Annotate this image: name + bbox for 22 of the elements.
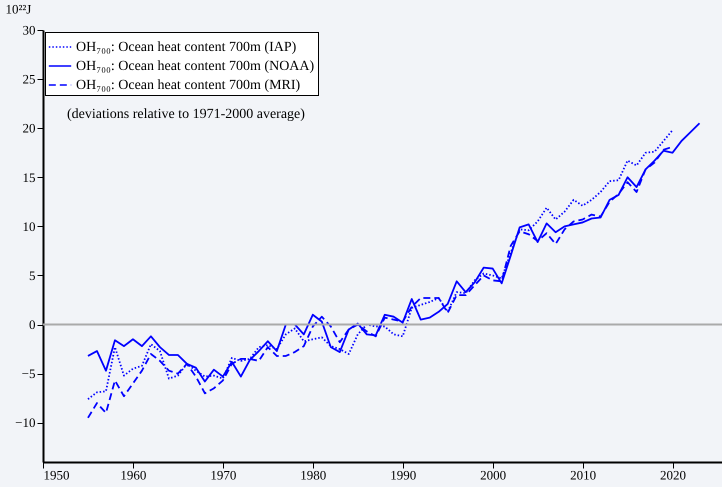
y-tick-label: 25	[22, 72, 36, 87]
x-tick-label: 1990	[390, 468, 416, 482]
y-tick-label: 0	[29, 317, 36, 332]
y-tick-label: 30	[22, 22, 36, 38]
y-tick-label: 15	[22, 170, 36, 185]
legend-label: OH₇₀₀: Ocean heat content 700m (MRI)	[76, 78, 301, 93]
y-tick-label: 20	[22, 120, 36, 136]
legend-label: OH₇₀₀: Ocean heat content 700m (IAP)	[76, 40, 297, 55]
y-axis-title: 10²²J	[6, 2, 32, 16]
y-tick-label: −10	[15, 415, 36, 430]
x-tick-label: 2020	[660, 468, 686, 482]
y-tick-label: 10	[22, 218, 36, 234]
x-tick-label: 1950	[44, 468, 70, 482]
x-tick-label: 1970	[210, 468, 236, 482]
y-tick-label: 5	[29, 268, 36, 283]
legend-label: OH₇₀₀: Ocean heat content 700m (NOAA)	[76, 59, 315, 74]
x-tick-label: 2010	[570, 468, 596, 482]
x-tick-label: 2000	[480, 468, 506, 482]
x-tick-label: 1960	[120, 468, 146, 482]
y-tick-label: −5	[22, 366, 36, 382]
x-tick-label: 1980	[300, 468, 326, 482]
annotation: (deviations relative to 1971-2000 average)	[67, 107, 306, 122]
